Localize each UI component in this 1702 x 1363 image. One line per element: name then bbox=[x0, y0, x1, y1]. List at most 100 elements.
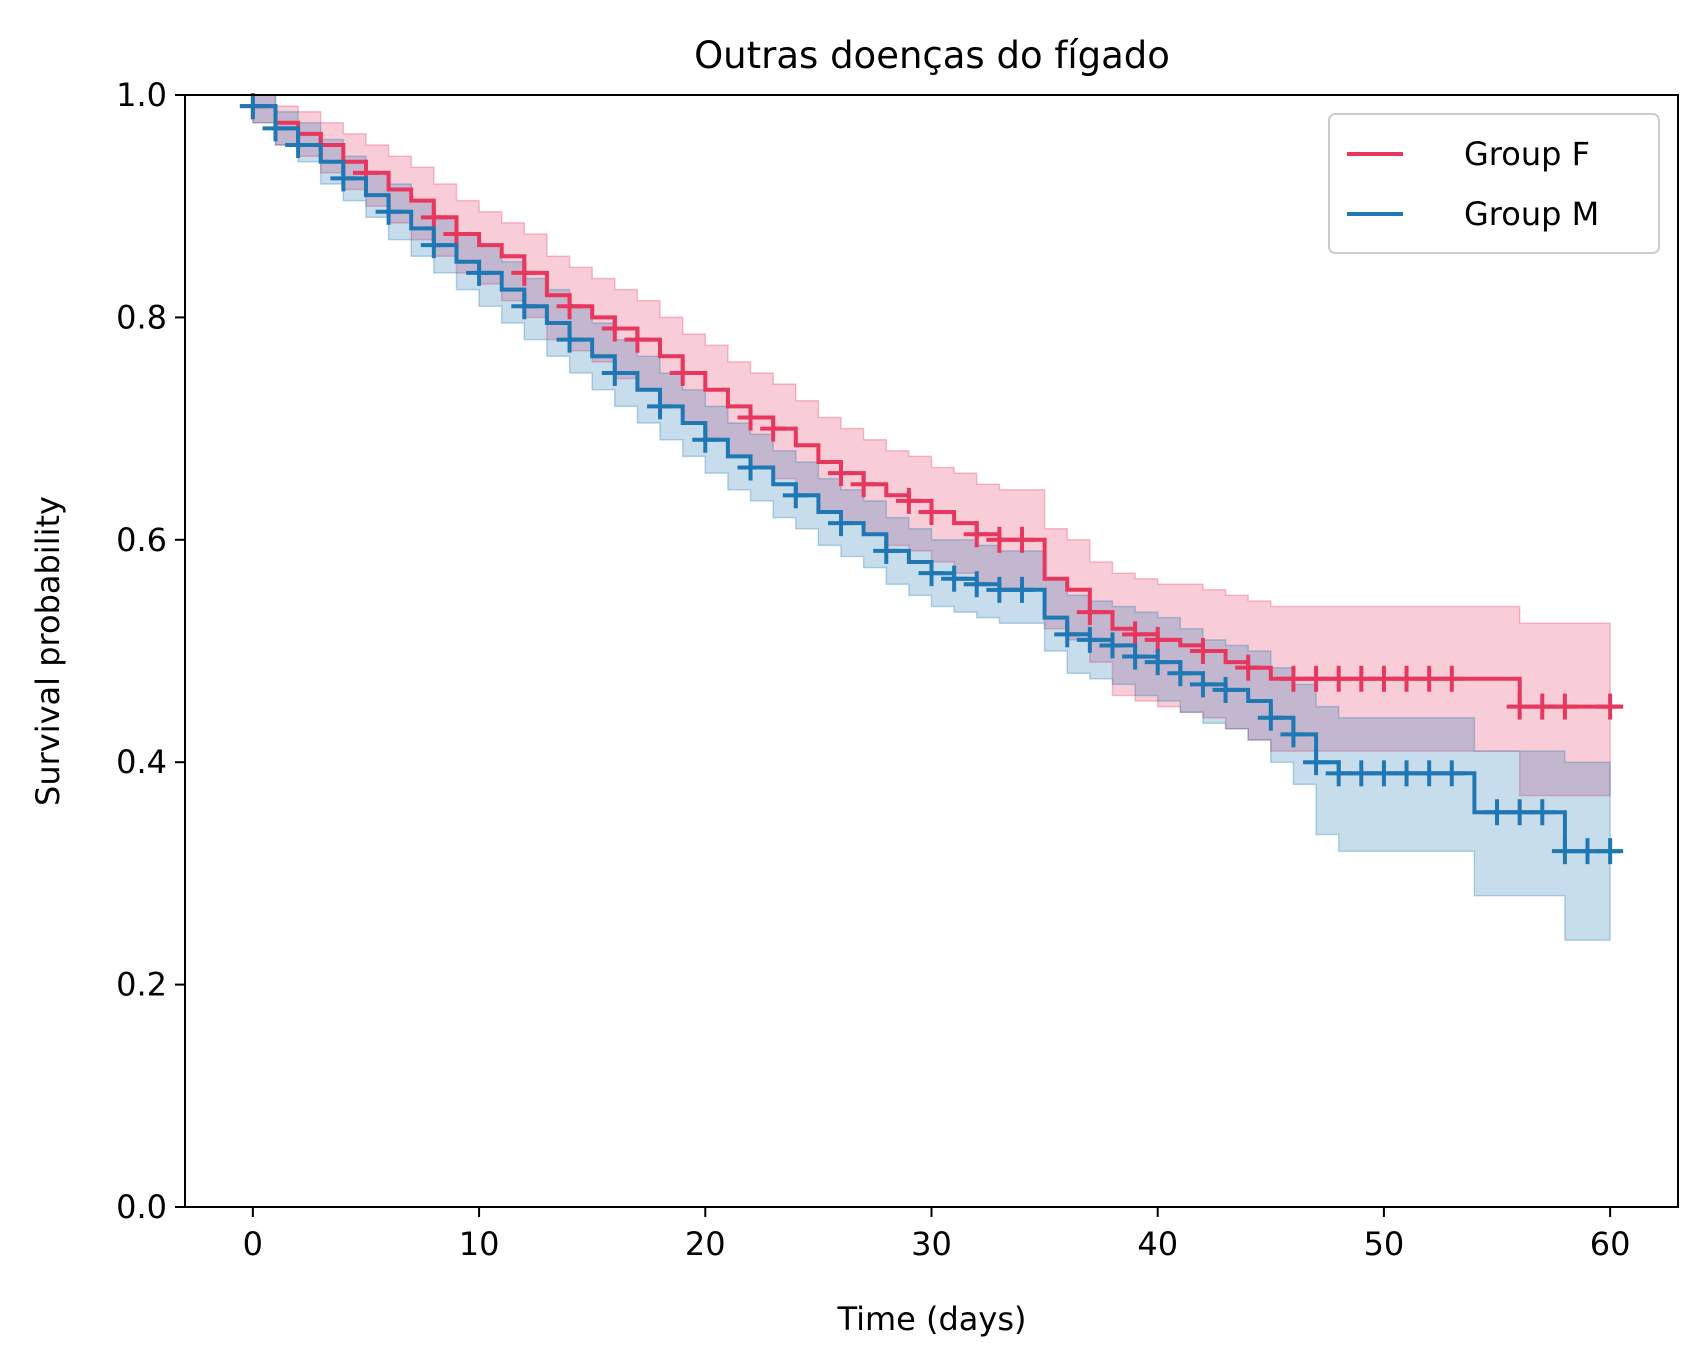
censor-mark-group-f bbox=[1235, 654, 1262, 681]
x-tick-label: 30 bbox=[911, 1225, 952, 1263]
censor-mark-group-f bbox=[1303, 665, 1330, 692]
censor-mark-group-m bbox=[1325, 760, 1352, 787]
censor-mark-group-f bbox=[624, 326, 651, 353]
censor-mark-group-m bbox=[782, 482, 809, 509]
censor-mark-group-f bbox=[760, 415, 787, 442]
censor-mark-group-m bbox=[556, 326, 583, 353]
x-axis: 0 10 20 30 40 50 60 bbox=[243, 1207, 1631, 1263]
y-tick-label: 0.4 bbox=[116, 743, 167, 781]
censor-mark-group-m bbox=[1280, 721, 1307, 748]
censor-mark-group-f bbox=[963, 521, 990, 548]
censor-mark-group-f bbox=[1370, 665, 1397, 692]
y-axis-label: Survival probability bbox=[29, 496, 67, 806]
censor-mark-group-m bbox=[1167, 660, 1194, 687]
censor-mark-group-m bbox=[986, 576, 1013, 603]
y-axis: 0.0 0.2 0.4 0.6 0.8 1.0 bbox=[116, 76, 185, 1226]
plot-area bbox=[239, 93, 1624, 941]
censor-mark-group-m bbox=[828, 510, 855, 537]
y-tick-label: 0.8 bbox=[116, 298, 167, 336]
censor-mark-group-m bbox=[1484, 799, 1511, 826]
y-tick-label: 0.2 bbox=[116, 966, 167, 1004]
censor-mark-group-m bbox=[285, 132, 312, 159]
x-tick-label: 10 bbox=[459, 1225, 500, 1263]
censor-mark-group-f bbox=[1416, 665, 1443, 692]
censor-mark-group-m bbox=[1416, 760, 1443, 787]
x-tick-label: 60 bbox=[1590, 1225, 1631, 1263]
censor-mark-group-f bbox=[1597, 693, 1624, 720]
censor-mark-group-f bbox=[1393, 665, 1420, 692]
censor-mark-group-m bbox=[1348, 760, 1375, 787]
censor-mark-group-m bbox=[262, 115, 289, 142]
censor-mark-group-m bbox=[1574, 838, 1601, 865]
x-tick-label: 40 bbox=[1137, 1225, 1178, 1263]
censor-mark-group-m bbox=[1054, 621, 1081, 648]
censor-mark-group-f bbox=[601, 315, 628, 342]
censor-mark-group-m bbox=[941, 565, 968, 592]
x-tick-label: 0 bbox=[243, 1225, 263, 1263]
censor-mark-group-m bbox=[1529, 799, 1556, 826]
x-tick-label: 50 bbox=[1364, 1225, 1405, 1263]
censor-mark-group-m bbox=[692, 426, 719, 453]
censor-mark-group-m bbox=[1370, 760, 1397, 787]
censor-mark-group-m bbox=[1597, 838, 1624, 865]
censor-mark-group-f bbox=[1438, 665, 1465, 692]
legend: Group F Group M bbox=[1328, 113, 1660, 254]
censor-mark-group-f bbox=[669, 360, 696, 386]
legend-label-group-f: Group F bbox=[1464, 135, 1590, 173]
censor-mark-group-m bbox=[1122, 643, 1149, 670]
chart-title: Outras doenças do fígado bbox=[694, 34, 1170, 77]
censor-mark-group-f bbox=[1348, 665, 1375, 692]
y-tick-label: 0.0 bbox=[116, 1188, 167, 1226]
censor-mark-group-f bbox=[1122, 621, 1149, 648]
censor-mark-group-m bbox=[1099, 632, 1126, 659]
censor-mark-group-m bbox=[1189, 671, 1216, 698]
censor-mark-group-m bbox=[239, 93, 266, 120]
censor-mark-group-m bbox=[1008, 576, 1035, 603]
censor-mark-group-f bbox=[828, 460, 855, 487]
censor-mark-group-m bbox=[963, 571, 990, 598]
censor-mark-group-m bbox=[1393, 760, 1420, 787]
legend-label-group-m: Group M bbox=[1464, 195, 1599, 233]
x-axis-label: Time (days) bbox=[837, 1300, 1027, 1338]
censor-mark-group-f bbox=[1144, 626, 1171, 653]
censor-mark-group-m bbox=[737, 454, 764, 481]
censor-mark-group-f bbox=[737, 404, 764, 431]
censor-mark-group-f bbox=[1551, 693, 1578, 720]
censor-mark-group-m bbox=[1257, 704, 1284, 731]
censor-mark-group-m bbox=[1303, 749, 1330, 776]
censor-mark-group-m bbox=[375, 198, 402, 225]
censor-mark-group-f bbox=[1280, 665, 1307, 692]
censor-mark-group-m bbox=[601, 360, 628, 386]
censor-mark-group-f bbox=[443, 221, 470, 247]
censor-mark-group-f bbox=[511, 259, 538, 286]
legend-box bbox=[1328, 113, 1660, 254]
censor-mark-group-f bbox=[1529, 693, 1556, 720]
censor-mark-group-m bbox=[1551, 838, 1578, 865]
censor-mark-group-m bbox=[1438, 760, 1465, 787]
x-tick-label: 20 bbox=[685, 1225, 726, 1263]
censor-mark-group-m bbox=[1076, 626, 1103, 653]
censor-mark-group-m bbox=[511, 293, 538, 320]
censor-mark-group-m bbox=[873, 537, 900, 564]
y-tick-label: 1.0 bbox=[116, 76, 167, 114]
censor-mark-group-m bbox=[420, 232, 447, 259]
censor-mark-group-f bbox=[1506, 693, 1533, 720]
censor-mark-group-m bbox=[647, 393, 674, 420]
censor-mark-group-f bbox=[1189, 638, 1216, 664]
censor-mark-group-m bbox=[1506, 799, 1533, 826]
censor-mark-group-m bbox=[1144, 649, 1171, 676]
censor-mark-group-f bbox=[895, 487, 922, 514]
censor-mark-group-m bbox=[330, 165, 357, 192]
censor-mark-group-f bbox=[850, 471, 877, 498]
censor-mark-group-m bbox=[1212, 676, 1239, 703]
censor-mark-group-f bbox=[1008, 526, 1035, 553]
censor-mark-group-f bbox=[556, 293, 583, 320]
censor-mark-group-m bbox=[918, 560, 945, 587]
y-tick-label: 0.6 bbox=[116, 521, 167, 559]
censor-mark-group-f bbox=[420, 204, 447, 231]
censor-mark-group-m bbox=[466, 259, 493, 286]
censor-mark-group-f bbox=[918, 499, 945, 525]
censor-mark-group-f bbox=[986, 526, 1013, 553]
censor-mark-group-f bbox=[1076, 599, 1103, 626]
